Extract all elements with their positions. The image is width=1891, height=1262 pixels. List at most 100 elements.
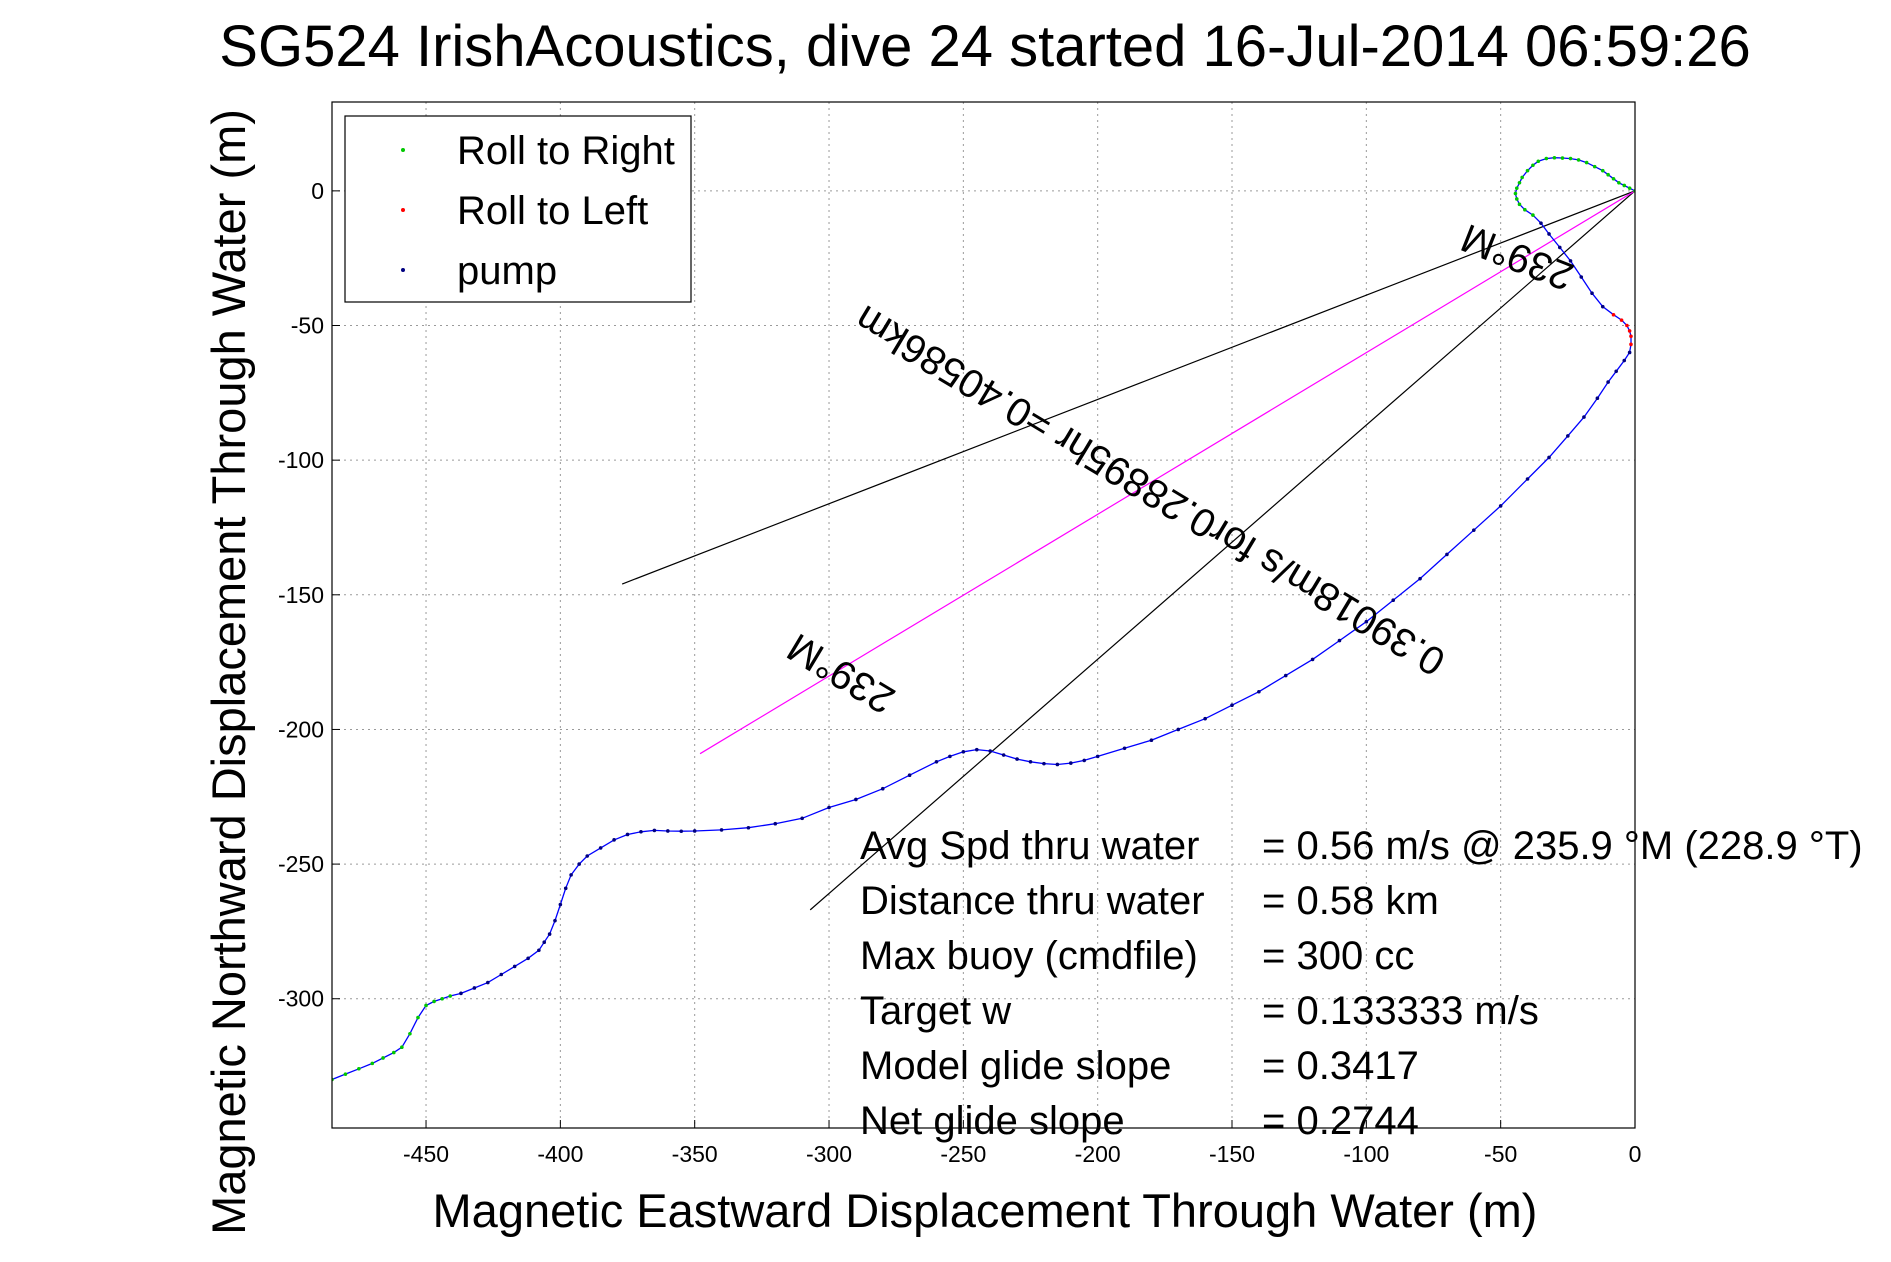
y-axis-label: Magnetic Northward Displacement Through … xyxy=(202,109,255,1235)
track-point xyxy=(1614,369,1618,374)
track-point xyxy=(472,986,477,990)
track-point xyxy=(1617,180,1621,185)
track-point xyxy=(1257,689,1261,694)
track-point xyxy=(1600,304,1605,309)
legend-label: Roll to Right xyxy=(457,129,675,173)
track-point xyxy=(1619,318,1624,322)
axes-box xyxy=(331,101,1636,1129)
track-point xyxy=(1606,380,1610,384)
track-point xyxy=(448,994,453,998)
y-tick-label: -250 xyxy=(278,851,324,877)
legend-marker xyxy=(401,208,405,212)
track-point xyxy=(1149,738,1154,743)
track-point xyxy=(692,829,697,833)
data-layer xyxy=(332,155,1635,1082)
track-point xyxy=(1622,358,1627,363)
x-tick-label: -350 xyxy=(672,1141,718,1167)
y-tick-label: -150 xyxy=(278,582,324,608)
track-point xyxy=(880,786,885,791)
stat-label: Target w xyxy=(860,989,1011,1033)
track-point xyxy=(440,996,444,1001)
track-point xyxy=(1627,186,1632,190)
track-point xyxy=(974,747,979,752)
x-tick-label: -300 xyxy=(806,1141,852,1167)
track-point xyxy=(459,991,463,996)
track-point xyxy=(1203,716,1207,721)
track-point xyxy=(1568,156,1573,161)
track-point xyxy=(1517,202,1522,207)
track-point xyxy=(1517,180,1522,185)
track-point xyxy=(961,750,966,754)
track-point xyxy=(526,956,530,961)
x-tick-label: -200 xyxy=(1075,1141,1121,1167)
track-point xyxy=(558,902,563,907)
track-point xyxy=(1230,703,1234,708)
track-point xyxy=(1531,163,1535,168)
track-point xyxy=(1523,207,1527,212)
track-point xyxy=(666,829,670,833)
track-point xyxy=(1176,727,1181,732)
track-point xyxy=(1547,455,1551,460)
stat-value: = 300 cc xyxy=(1262,934,1414,978)
track-point xyxy=(827,805,831,810)
legend-marker xyxy=(401,148,405,152)
track-point xyxy=(934,759,939,764)
legend: Roll to Right Roll to Left pump xyxy=(344,115,692,303)
heading-line xyxy=(621,190,1635,585)
stat-label: Net glide slope xyxy=(860,1099,1125,1143)
track-point xyxy=(1042,761,1046,766)
legend-label: pump xyxy=(457,249,557,293)
y-tick-label: -100 xyxy=(278,447,324,473)
track-point xyxy=(424,1003,428,1008)
y-tick-label: -300 xyxy=(278,986,324,1012)
track-point xyxy=(381,1056,385,1060)
stat-label: Model glide slope xyxy=(860,1044,1171,1088)
track-point xyxy=(1579,275,1584,279)
track-point xyxy=(1557,245,1562,250)
stat-label: Max buoy (cmdfile) xyxy=(860,934,1198,978)
track-point xyxy=(1600,168,1605,173)
track-point xyxy=(1568,259,1573,263)
stat-label: Avg Spd thru water xyxy=(860,824,1199,868)
track-point xyxy=(1514,186,1519,190)
track-point xyxy=(499,972,504,977)
track-point xyxy=(1418,576,1422,581)
track-point xyxy=(1472,528,1476,532)
track-point xyxy=(1069,761,1073,765)
track-point xyxy=(1595,396,1600,401)
track-point xyxy=(1576,158,1581,162)
legend-marker xyxy=(401,268,405,272)
x-tick-label: -50 xyxy=(1484,1141,1517,1167)
track-point xyxy=(1552,155,1557,160)
track-point xyxy=(1629,334,1633,339)
track-point xyxy=(907,773,912,778)
track-point xyxy=(577,862,581,866)
track-point xyxy=(1539,221,1543,225)
track-point xyxy=(854,797,858,802)
x-tick-label: -400 xyxy=(537,1141,583,1167)
track-point xyxy=(1582,415,1586,419)
track-point xyxy=(1445,552,1449,557)
x-tick-label: -450 xyxy=(403,1141,449,1167)
track-point xyxy=(553,918,557,923)
heading-annotation: 239°M xyxy=(780,625,902,722)
track-point xyxy=(948,754,952,759)
track-point xyxy=(625,832,630,837)
track-point xyxy=(1122,746,1127,751)
track-point xyxy=(988,749,993,753)
heading-annotation: 0.39018m/s for0.28895hr =0.40586km xyxy=(848,296,1453,684)
track-point xyxy=(408,1031,412,1036)
track-point xyxy=(1520,175,1524,180)
y-tick-label: 0 xyxy=(311,178,324,204)
track-point xyxy=(1498,504,1503,508)
track-point xyxy=(1082,758,1087,763)
track-point xyxy=(1283,673,1288,678)
track-point xyxy=(1590,291,1594,295)
stat-value: = 0.2744 xyxy=(1262,1099,1419,1143)
track-point xyxy=(1627,350,1632,355)
heading-line xyxy=(809,190,1635,911)
track-point xyxy=(1513,191,1518,196)
x-axis-label: Magnetic Eastward Displacement Through W… xyxy=(433,1184,1538,1237)
track-point xyxy=(652,828,657,833)
